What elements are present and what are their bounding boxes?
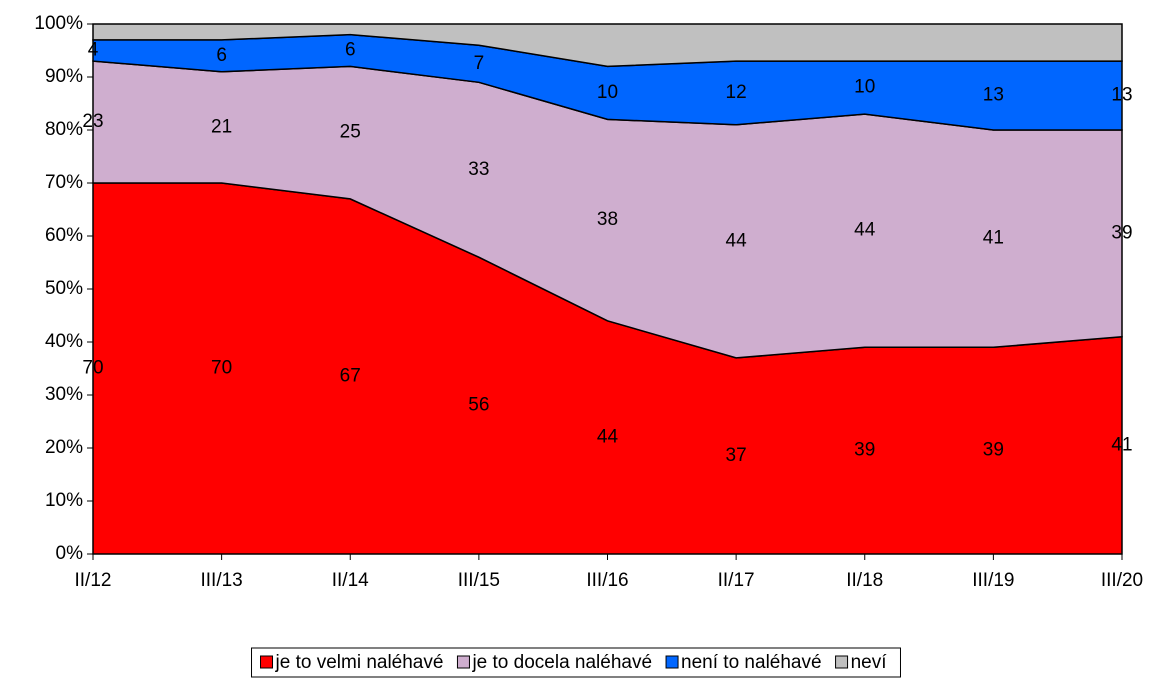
x-tick-label: II/18: [846, 570, 883, 591]
data-label: 56: [468, 395, 489, 416]
x-tick-label: III/13: [201, 570, 243, 591]
area: [92, 23, 1123, 68]
data-label: 39: [854, 440, 875, 461]
x-tick-label: III/15: [458, 570, 500, 591]
y-tick-label: 40%: [45, 331, 83, 352]
y-tick-label: 80%: [45, 119, 83, 140]
data-label: 37: [726, 445, 747, 466]
data-label: 44: [726, 230, 748, 251]
legend-swatch: [665, 655, 679, 669]
data-label: 44: [854, 220, 876, 241]
data-label: 6: [345, 40, 356, 61]
data-label: 70: [211, 358, 232, 379]
x-tick-label: III/16: [586, 570, 628, 591]
x-tick-label: II/17: [718, 570, 755, 591]
data-label: 13: [1111, 85, 1132, 106]
x-tick-label: II/12: [75, 570, 112, 591]
data-label: 41: [1111, 434, 1132, 455]
y-tick-label: 0%: [56, 543, 84, 564]
data-label: 44: [597, 426, 619, 447]
x-tick-label: III/19: [972, 570, 1014, 591]
x-tick-label: II/14: [332, 570, 369, 591]
data-label: 39: [983, 440, 1004, 461]
data-label: 25: [340, 122, 361, 143]
y-tick-label: 50%: [45, 278, 83, 299]
legend-label: je to velmi naléhavé: [275, 652, 444, 673]
data-label: 13: [983, 85, 1004, 106]
y-tick-label: 60%: [45, 225, 83, 246]
legend: je to velmi naléhavé je to docela naléhav…: [251, 647, 901, 678]
y-tick-label: 70%: [45, 172, 83, 193]
legend-label: je to docela naléhavé: [471, 652, 652, 673]
data-label: 6: [216, 45, 227, 66]
legend-label: neví: [851, 652, 888, 673]
y-tick-label: 90%: [45, 66, 83, 87]
x-tick-label: III/20: [1101, 570, 1143, 591]
legend-swatch: [260, 655, 274, 669]
data-label: 41: [983, 228, 1004, 249]
y-tick-label: 30%: [45, 384, 83, 405]
legend-box: [251, 647, 901, 678]
data-label: 21: [211, 116, 232, 137]
y-tick-label: 20%: [45, 437, 83, 458]
legend-swatch: [456, 655, 470, 669]
y-tick-label: 10%: [45, 490, 83, 511]
data-label: 12: [726, 82, 747, 103]
data-label: 33: [468, 159, 489, 180]
legend-swatch: [835, 655, 849, 669]
data-label: 7: [474, 53, 485, 74]
data-label: 38: [597, 209, 618, 230]
data-label: 10: [854, 77, 875, 98]
data-label: 67: [340, 365, 361, 386]
data-label: 39: [1111, 222, 1132, 243]
y-tick-label: 100%: [34, 13, 83, 34]
legend-label: není to naléhavé: [681, 652, 822, 673]
data-label: 10: [597, 82, 618, 103]
